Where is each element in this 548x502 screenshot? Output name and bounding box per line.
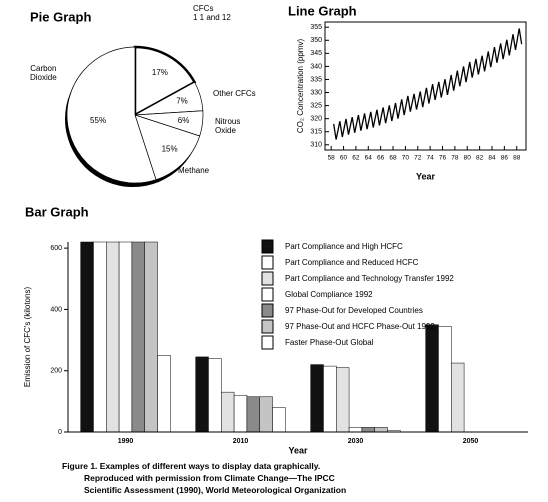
category-label: Methane — [178, 166, 210, 175]
x-tick-label: 74 — [427, 155, 435, 162]
pie-slice — [66, 46, 157, 184]
category-label: Carbon Dioxide — [30, 64, 57, 82]
x-axis-label: Year — [416, 171, 436, 181]
bar — [272, 407, 286, 433]
legend-label: Global Compliance 1992 — [285, 290, 373, 299]
bar — [361, 427, 375, 433]
pie-slice — [133, 45, 197, 118]
plot-frame — [324, 21, 527, 151]
x-tick-label: 1990 — [118, 438, 134, 445]
x-tick-label: 86 — [501, 155, 509, 162]
x-tick-label: 84 — [488, 155, 496, 162]
y-tick-label: 315 — [310, 129, 322, 136]
x-tick-label: 62 — [352, 155, 360, 162]
legend-swatch — [261, 239, 274, 254]
x-tick-label: 64 — [365, 155, 373, 162]
bar — [195, 356, 209, 433]
bar — [348, 427, 363, 433]
category-label: CFCs 1 1 and 12 — [193, 4, 231, 22]
y-tick-label: 320 — [310, 115, 322, 122]
y-tick-label: 325 — [310, 102, 322, 109]
value-label: 6% — [178, 116, 190, 125]
value-label: 55% — [90, 116, 106, 125]
bar — [93, 241, 107, 433]
legend-label: Faster Phase-Out Global — [285, 338, 374, 347]
bar — [336, 367, 350, 433]
chart-title: Pie Graph — [30, 9, 91, 24]
bar — [208, 358, 222, 433]
caption-line: Reproduced with permission from Climate … — [84, 473, 335, 483]
x-tick-label: 2010 — [233, 438, 249, 445]
bar — [221, 391, 235, 433]
y-tick-label: 330 — [310, 89, 322, 96]
y-tick-label: 0 — [58, 429, 62, 436]
y-tick-label: 335 — [310, 76, 322, 83]
x-tick-label: 60 — [340, 155, 348, 162]
pie-slice — [134, 114, 201, 181]
x-tick-label: 76 — [439, 155, 447, 162]
legend-swatch — [261, 319, 274, 334]
bar — [374, 427, 388, 433]
data-line — [333, 28, 523, 140]
bar — [425, 324, 439, 433]
x-tick-label: 2050 — [463, 438, 479, 445]
chart-title: Line Graph — [288, 3, 357, 18]
legend-swatch — [261, 271, 274, 286]
y-tick-label: 310 — [310, 142, 322, 149]
bar — [118, 241, 133, 433]
bar — [233, 394, 248, 433]
x-tick-label: 68 — [389, 155, 397, 162]
caption-line: Scientific Assessment (1990), World Mete… — [84, 485, 347, 495]
bar — [259, 396, 273, 433]
y-tick-label: 340 — [310, 63, 322, 70]
y-tick-label: 355 — [310, 24, 322, 31]
x-tick-label: 88 — [513, 155, 521, 162]
legend-label: Part Compliance and Technology Transfer … — [285, 274, 454, 283]
x-axis-label: Year — [288, 445, 308, 455]
legend-label: 97 Phase-Out for Developed Countries — [285, 306, 423, 315]
bar — [246, 396, 260, 433]
chart-title: Bar Graph — [25, 204, 89, 219]
bar — [451, 362, 465, 433]
x-tick-label: 2030 — [348, 438, 364, 445]
value-label: 17% — [152, 68, 168, 77]
bar — [310, 364, 324, 433]
y-tick-label: 400 — [50, 306, 62, 313]
x-tick-label: 82 — [476, 155, 484, 162]
x-tick-label: 72 — [414, 155, 422, 162]
bar — [80, 241, 94, 433]
y-axis-label: Emission of CFC's (kilotons) — [23, 287, 32, 388]
y-tick-label: 600 — [50, 245, 62, 252]
bar — [438, 326, 452, 433]
legend-label: Part Compliance and High HCFC — [285, 242, 403, 251]
y-tick-label: 200 — [50, 368, 62, 375]
y-tick-label: 345 — [310, 50, 322, 57]
y-tick-label: 350 — [310, 37, 322, 44]
bar — [144, 241, 158, 433]
legend-label: 97 Phase-Out and HCFC Phase-Out 1992 — [285, 322, 435, 331]
caption-line: Figure 1. Examples of different ways to … — [62, 461, 321, 471]
category-label: Nitrous Oxide — [215, 117, 241, 135]
legend-swatch — [261, 255, 274, 270]
y-axis-label: CO₂ Concentration (ppmv) — [296, 39, 305, 134]
value-label: 7% — [176, 96, 188, 105]
legend-swatch — [261, 287, 274, 302]
bar — [323, 365, 337, 433]
x-tick-label: 66 — [377, 155, 385, 162]
category-label: Other CFCs — [213, 89, 256, 98]
legend-label: Part Compliance and Reduced HCFC — [285, 258, 419, 267]
x-tick-label: 78 — [451, 155, 459, 162]
bar — [131, 241, 145, 433]
legend-swatch — [261, 303, 274, 318]
value-label: 15% — [162, 145, 178, 154]
bar — [106, 241, 120, 433]
bar — [157, 355, 171, 433]
legend-swatch — [261, 335, 274, 350]
x-tick-label: 80 — [464, 155, 472, 162]
x-tick-label: 70 — [402, 155, 410, 162]
x-tick-label: 58 — [328, 155, 336, 162]
